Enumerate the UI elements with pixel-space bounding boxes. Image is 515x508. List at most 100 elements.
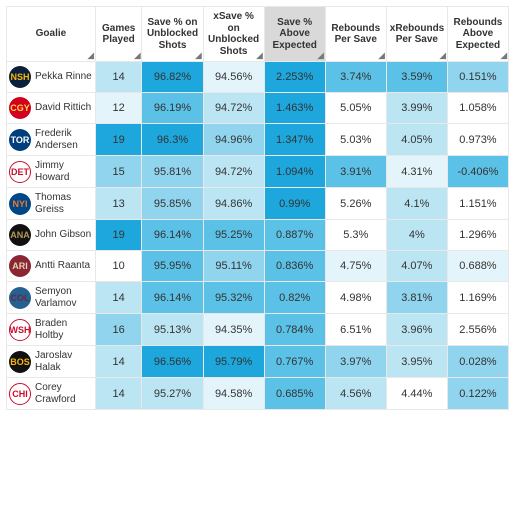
goalie-cell[interactable]: CGYDavid Rittich bbox=[7, 93, 96, 124]
cell-rbps: 4.75% bbox=[325, 251, 386, 282]
cell-rbae: 0.688% bbox=[447, 251, 508, 282]
team-logo-icon: NYI bbox=[9, 193, 31, 215]
goalie-cell[interactable]: WSHBraden Holtby bbox=[7, 314, 96, 346]
cell-svpct: 95.13% bbox=[142, 314, 203, 346]
sort-indicator-icon: ◢ bbox=[256, 51, 262, 60]
goalie-name: Semyon Varlamov bbox=[35, 286, 93, 309]
cell-above: 1.094% bbox=[264, 156, 325, 188]
table-row: CHICorey Crawford1495.27%94.58%0.685%4.5… bbox=[7, 378, 509, 410]
team-logo-icon: ANA bbox=[9, 224, 31, 246]
table-row: NYIThomas Greiss1395.85%94.86%0.99%5.26%… bbox=[7, 188, 509, 220]
cell-rbps: 5.26% bbox=[325, 188, 386, 220]
table-row: ARIAntti Raanta1095.95%95.11%0.836%4.75%… bbox=[7, 251, 509, 282]
goalie-wrap: DETJimmy Howard bbox=[9, 160, 93, 183]
cell-xrbps: 3.96% bbox=[386, 314, 447, 346]
cell-xrbps: 4% bbox=[386, 220, 447, 251]
goalie-wrap: NSH Pekka Rinne bbox=[9, 66, 93, 88]
column-header-svpct[interactable]: Save % on Unblocked Shots◢ bbox=[142, 7, 203, 62]
cell-above: 0.784% bbox=[264, 314, 325, 346]
goalie-cell[interactable]: TORFrederik Andersen bbox=[7, 124, 96, 156]
goalie-cell[interactable]: ANA John Gibson bbox=[7, 220, 96, 251]
goalie-cell[interactable]: COLSemyon Varlamov bbox=[7, 282, 96, 314]
goalie-wrap: ANA John Gibson bbox=[9, 224, 93, 246]
cell-rbae: -0.406% bbox=[447, 156, 508, 188]
column-header-rbae[interactable]: Rebounds Above Expected◢ bbox=[447, 7, 508, 62]
goalie-cell[interactable]: DETJimmy Howard bbox=[7, 156, 96, 188]
goalie-wrap: WSHBraden Holtby bbox=[9, 318, 93, 341]
cell-rbae: 0.151% bbox=[447, 62, 508, 93]
cell-svpct: 96.82% bbox=[142, 62, 203, 93]
goalie-stats-table: Goalie◢Games Played◢Save % on Unblocked … bbox=[6, 6, 509, 410]
column-header-xsvpct[interactable]: xSave % on Unblocked Shots◢ bbox=[203, 7, 264, 62]
cell-rbps: 3.91% bbox=[325, 156, 386, 188]
cell-rbps: 4.56% bbox=[325, 378, 386, 410]
goalie-cell[interactable]: CHICorey Crawford bbox=[7, 378, 96, 410]
cell-svpct: 95.27% bbox=[142, 378, 203, 410]
goalie-name: David Rittich bbox=[35, 102, 91, 114]
cell-svpct: 96.14% bbox=[142, 220, 203, 251]
cell-above: 2.253% bbox=[264, 62, 325, 93]
sort-indicator-icon: ◢ bbox=[88, 51, 94, 60]
cell-rbae: 0.122% bbox=[447, 378, 508, 410]
cell-svpct: 95.85% bbox=[142, 188, 203, 220]
cell-gp: 16 bbox=[95, 314, 142, 346]
cell-gp: 14 bbox=[95, 62, 142, 93]
table-row: COLSemyon Varlamov1496.14%95.32%0.82%4.9… bbox=[7, 282, 509, 314]
goalie-name: Jaroslav Halak bbox=[35, 350, 93, 373]
goalie-name: Jimmy Howard bbox=[35, 160, 93, 183]
goalie-cell[interactable]: ARI Antti Raanta bbox=[7, 251, 96, 282]
goalie-cell[interactable]: NSH Pekka Rinne bbox=[7, 62, 96, 93]
team-logo-icon: CHI bbox=[9, 383, 31, 405]
table-row: WSHBraden Holtby1695.13%94.35%0.784%6.51… bbox=[7, 314, 509, 346]
cell-xrbps: 4.1% bbox=[386, 188, 447, 220]
team-logo-icon: BOS bbox=[9, 351, 31, 373]
cell-xrbps: 3.59% bbox=[386, 62, 447, 93]
cell-above: 0.836% bbox=[264, 251, 325, 282]
column-label: Goalie bbox=[36, 28, 67, 39]
header-row: Goalie◢Games Played◢Save % on Unblocked … bbox=[7, 7, 509, 62]
table-row: ANAJohn Gibson1996.14%95.25%0.887%5.3%4%… bbox=[7, 220, 509, 251]
goalie-wrap: TORFrederik Andersen bbox=[9, 128, 93, 151]
goalie-wrap: CHICorey Crawford bbox=[9, 382, 93, 405]
column-header-goalie[interactable]: Goalie ◢ bbox=[7, 7, 96, 62]
column-header-above[interactable]: Save % Above Expected◢ bbox=[264, 7, 325, 62]
cell-gp: 12 bbox=[95, 93, 142, 124]
column-label: xSave % on Unblocked Shots bbox=[208, 11, 259, 57]
cell-svpct: 95.81% bbox=[142, 156, 203, 188]
goalie-name: Braden Holtby bbox=[35, 318, 93, 341]
column-header-rbps[interactable]: Rebounds Per Save◢ bbox=[325, 7, 386, 62]
table-row: BOSJaroslav Halak1496.56%95.79%0.767%3.9… bbox=[7, 346, 509, 378]
cell-gp: 13 bbox=[95, 188, 142, 220]
cell-svpct: 96.56% bbox=[142, 346, 203, 378]
column-label: Rebounds Per Save bbox=[331, 23, 380, 46]
cell-rbae: 1.169% bbox=[447, 282, 508, 314]
column-header-gp[interactable]: Games Played◢ bbox=[95, 7, 142, 62]
column-header-xrbps[interactable]: xRebounds Per Save◢ bbox=[386, 7, 447, 62]
cell-xsvpct: 95.11% bbox=[203, 251, 264, 282]
cell-rbps: 5.05% bbox=[325, 93, 386, 124]
cell-svpct: 95.95% bbox=[142, 251, 203, 282]
cell-xsvpct: 94.86% bbox=[203, 188, 264, 220]
cell-xrbps: 4.07% bbox=[386, 251, 447, 282]
goalie-name: John Gibson bbox=[35, 229, 91, 241]
cell-above: 1.463% bbox=[264, 93, 325, 124]
column-label: Rebounds Above Expected bbox=[453, 17, 502, 51]
table-row: TORFrederik Andersen1996.3%94.96%1.347%5… bbox=[7, 124, 509, 156]
goalie-name: Thomas Greiss bbox=[35, 192, 93, 215]
goalie-wrap: ARI Antti Raanta bbox=[9, 255, 93, 277]
goalie-name: Pekka Rinne bbox=[35, 71, 92, 83]
goalie-name: Corey Crawford bbox=[35, 382, 93, 405]
table-body: NSHPekka Rinne1496.82%94.56%2.253%3.74%3… bbox=[7, 62, 509, 410]
team-logo-icon: DET bbox=[9, 161, 31, 183]
column-label: Games Played bbox=[102, 23, 135, 46]
cell-rbps: 5.3% bbox=[325, 220, 386, 251]
goalie-cell[interactable]: BOSJaroslav Halak bbox=[7, 346, 96, 378]
team-logo-icon: NSH bbox=[9, 66, 31, 88]
cell-rbae: 1.151% bbox=[447, 188, 508, 220]
goalie-name: Antti Raanta bbox=[35, 260, 90, 272]
goalie-cell[interactable]: NYIThomas Greiss bbox=[7, 188, 96, 220]
team-logo-icon: ARI bbox=[9, 255, 31, 277]
cell-xsvpct: 94.58% bbox=[203, 378, 264, 410]
cell-xsvpct: 94.72% bbox=[203, 156, 264, 188]
table-row: DETJimmy Howard1595.81%94.72%1.094%3.91%… bbox=[7, 156, 509, 188]
